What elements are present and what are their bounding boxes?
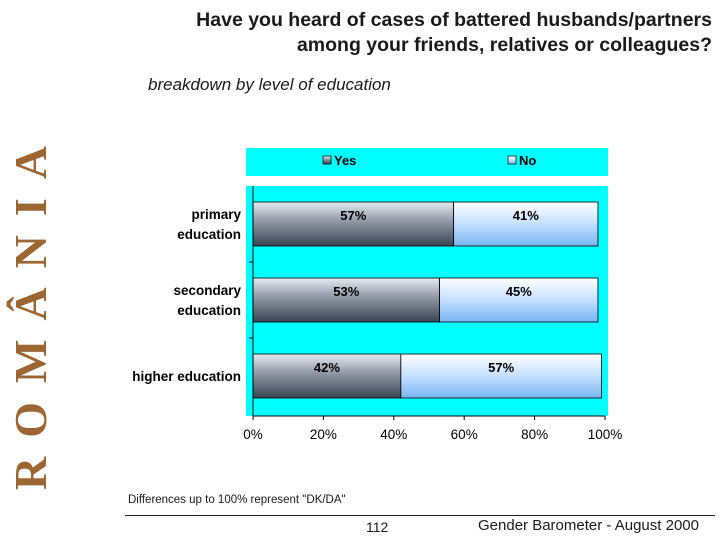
stacked-bar-chart: Yes No primary education secondary educatio…	[132, 148, 622, 442]
data-label-no-2: 57%	[488, 360, 514, 375]
bar-yes-1	[252, 277, 440, 323]
data-label-no-0: 41%	[513, 208, 539, 223]
bar-yes-2	[252, 353, 402, 399]
legend-label-yes: Yes	[334, 153, 356, 168]
x-tick-label-4: 80%	[521, 427, 548, 442]
data-label-yes-2: 42%	[314, 360, 340, 375]
data-label-yes-0: 57%	[340, 208, 366, 223]
category-label-1-0: secondary	[173, 283, 241, 298]
category-label-2-0: higher education	[132, 369, 241, 384]
bars: 57% 41% 53% 45% 42% 57%	[252, 201, 602, 399]
x-tick-label-1: 20%	[310, 427, 337, 442]
legend-swatch-yes	[322, 155, 332, 165]
page-number: 112	[366, 519, 389, 535]
footer-source: Gender Barometer - August 2000	[478, 517, 699, 534]
x-tick-label-5: 100%	[588, 427, 623, 442]
axes	[249, 186, 606, 420]
legend-background	[246, 148, 608, 176]
bar-yes-0	[252, 201, 455, 247]
category-labels: primary education secondary education higher…	[132, 207, 241, 384]
side-banner: ROMÂNIA	[5, 127, 56, 490]
banner-text: ROMÂNIA	[5, 127, 56, 490]
x-tick-labels: 0% 20% 40% 60% 80% 100%	[243, 427, 622, 442]
legend-swatch-no	[507, 155, 517, 165]
title-line-1: Have you heard of cases of battered husb…	[196, 9, 712, 31]
x-tick-label-2: 40%	[380, 427, 407, 442]
legend: Yes No	[246, 148, 608, 176]
data-label-no-1: 45%	[506, 284, 532, 299]
legend-label-no: No	[519, 153, 536, 168]
footnote: Differences up to 100% represent "DK/DA"	[128, 494, 346, 506]
bar-no-1	[439, 277, 599, 323]
bar-no-2	[400, 353, 602, 399]
title-line-2: among your friends, relatives or colleag…	[296, 34, 712, 56]
x-tick-label-0: 0%	[243, 427, 263, 442]
bar-no-0	[453, 201, 599, 247]
data-label-yes-1: 53%	[333, 284, 359, 299]
x-tick-label-3: 60%	[451, 427, 478, 442]
category-label-1-1: education	[177, 303, 241, 318]
chart-subtitle: breakdown by level of education	[148, 75, 391, 94]
chart-title: Have you heard of cases of battered husb…	[120, 8, 712, 58]
footer-divider	[125, 515, 715, 516]
category-label-0-0: primary	[191, 207, 241, 222]
category-label-0-1: education	[177, 227, 241, 242]
